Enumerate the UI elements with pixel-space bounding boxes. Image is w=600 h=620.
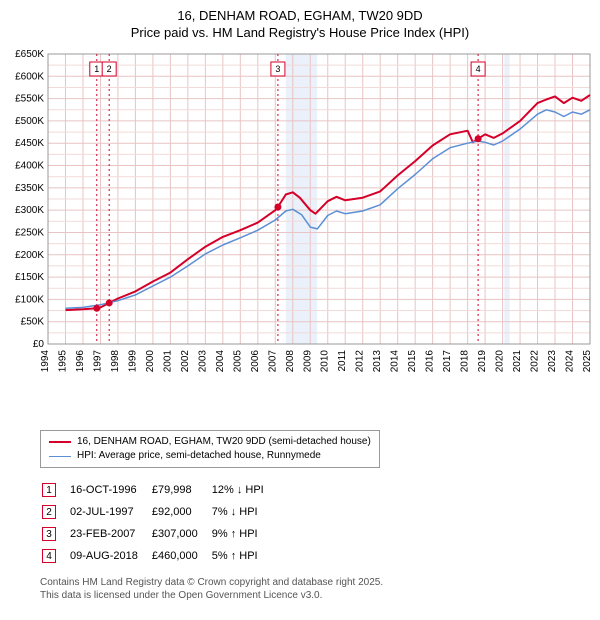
svg-text:1998: 1998: [110, 350, 121, 373]
title-block: 16, DENHAM ROAD, EGHAM, TW20 9DD Price p…: [0, 0, 600, 44]
event-date: 16-OCT-1996: [70, 480, 150, 500]
event-row: 3 23-FEB-2007£307,0009% ↑ HPI: [42, 524, 276, 544]
svg-text:2010: 2010: [320, 350, 331, 373]
svg-text:2009: 2009: [302, 350, 313, 373]
svg-text:2003: 2003: [197, 350, 208, 373]
svg-text:£150K: £150K: [15, 272, 44, 283]
svg-text:£450K: £450K: [15, 138, 44, 149]
legend-item: HPI: Average price, semi-detached house,…: [49, 449, 371, 463]
footer-line-1: Contains HM Land Registry data © Crown c…: [40, 576, 600, 589]
svg-text:£0: £0: [33, 339, 45, 350]
legend-item: 16, DENHAM ROAD, EGHAM, TW20 9DD (semi-d…: [49, 435, 371, 449]
svg-text:£200K: £200K: [15, 250, 44, 261]
event-delta: 7% ↓ HPI: [212, 502, 276, 522]
footer-line-2: This data is licensed under the Open Gov…: [40, 589, 600, 602]
svg-text:2006: 2006: [250, 350, 261, 373]
svg-text:2017: 2017: [442, 350, 453, 373]
sale-dot-2: [106, 299, 113, 306]
svg-text:1: 1: [94, 64, 99, 74]
event-date: 23-FEB-2007: [70, 524, 150, 544]
sale-dot-4: [475, 135, 482, 142]
svg-text:£400K: £400K: [15, 161, 44, 172]
svg-text:2007: 2007: [267, 350, 278, 373]
event-number-box: 1: [42, 483, 56, 497]
svg-text:1997: 1997: [92, 350, 103, 373]
event-delta: 5% ↑ HPI: [212, 546, 276, 566]
event-date: 02-JUL-1997: [70, 502, 150, 522]
event-number-box: 3: [42, 527, 56, 541]
svg-text:1995: 1995: [57, 350, 68, 373]
svg-text:£50K: £50K: [21, 317, 45, 328]
svg-text:1996: 1996: [75, 350, 86, 373]
svg-text:2002: 2002: [180, 350, 191, 373]
svg-text:2014: 2014: [390, 350, 401, 373]
svg-text:1999: 1999: [127, 350, 138, 373]
line-chart-svg: £0 £50K £100K £150K £200K £250K £300K £350K £400…: [0, 44, 600, 424]
legend-label: HPI: Average price, semi-detached house,…: [77, 449, 321, 463]
event-row: 1 16-OCT-1996£79,99812% ↓ HPI: [42, 480, 276, 500]
legend-label: 16, DENHAM ROAD, EGHAM, TW20 9DD (semi-d…: [77, 435, 371, 449]
svg-text:£100K: £100K: [15, 294, 44, 305]
svg-text:2011: 2011: [337, 350, 348, 372]
svg-text:£600K: £600K: [15, 71, 44, 82]
svg-text:2012: 2012: [355, 350, 366, 373]
svg-text:£300K: £300K: [15, 205, 44, 216]
svg-text:2008: 2008: [285, 350, 296, 373]
event-row: 2 02-JUL-1997£92,0007% ↓ HPI: [42, 502, 276, 522]
footer-attribution: Contains HM Land Registry data © Crown c…: [40, 576, 600, 602]
svg-text:2021: 2021: [512, 350, 523, 373]
svg-text:2024: 2024: [565, 350, 576, 373]
event-price: £307,000: [152, 524, 210, 544]
event-price: £79,998: [152, 480, 210, 500]
svg-text:3: 3: [275, 64, 280, 74]
svg-text:4: 4: [476, 64, 481, 74]
title-line-2: Price paid vs. HM Land Registry's House …: [10, 25, 590, 40]
svg-text:2025: 2025: [582, 350, 593, 373]
svg-text:£350K: £350K: [15, 183, 44, 194]
svg-text:2023: 2023: [547, 350, 558, 373]
svg-text:£650K: £650K: [15, 49, 44, 60]
svg-text:2: 2: [107, 64, 112, 74]
svg-text:2020: 2020: [495, 350, 506, 373]
legend: 16, DENHAM ROAD, EGHAM, TW20 9DD (semi-d…: [40, 430, 380, 468]
event-delta: 12% ↓ HPI: [212, 480, 276, 500]
sale-dot-1: [93, 305, 100, 312]
svg-text:2015: 2015: [407, 350, 418, 373]
svg-text:£500K: £500K: [15, 116, 44, 127]
event-number-box: 4: [42, 549, 56, 563]
event-number-box: 2: [42, 505, 56, 519]
event-delta: 9% ↑ HPI: [212, 524, 276, 544]
svg-text:2001: 2001: [162, 350, 173, 373]
svg-text:2016: 2016: [425, 350, 436, 373]
event-row: 4 09-AUG-2018£460,0005% ↑ HPI: [42, 546, 276, 566]
svg-text:2022: 2022: [530, 350, 541, 373]
figure-root: 16, DENHAM ROAD, EGHAM, TW20 9DD Price p…: [0, 0, 600, 602]
legend-swatch: [49, 456, 71, 457]
title-line-1: 16, DENHAM ROAD, EGHAM, TW20 9DD: [10, 8, 590, 23]
sale-events-table: 1 16-OCT-1996£79,99812% ↓ HPI 2 02-JUL-1997…: [40, 478, 278, 568]
svg-text:2000: 2000: [145, 350, 156, 373]
svg-text:2004: 2004: [215, 350, 226, 373]
svg-text:2005: 2005: [232, 350, 243, 373]
svg-text:2019: 2019: [477, 350, 488, 373]
chart-area: £0 £50K £100K £150K £200K £250K £300K £350K £400…: [0, 44, 600, 424]
svg-text:2013: 2013: [372, 350, 383, 373]
svg-text:£250K: £250K: [15, 227, 44, 238]
event-date: 09-AUG-2018: [70, 546, 150, 566]
event-price: £460,000: [152, 546, 210, 566]
legend-swatch: [49, 441, 71, 443]
sale-dot-3: [274, 204, 281, 211]
event-price: £92,000: [152, 502, 210, 522]
svg-text:1994: 1994: [40, 350, 51, 373]
svg-text:£550K: £550K: [15, 94, 44, 105]
svg-text:2018: 2018: [460, 350, 471, 373]
